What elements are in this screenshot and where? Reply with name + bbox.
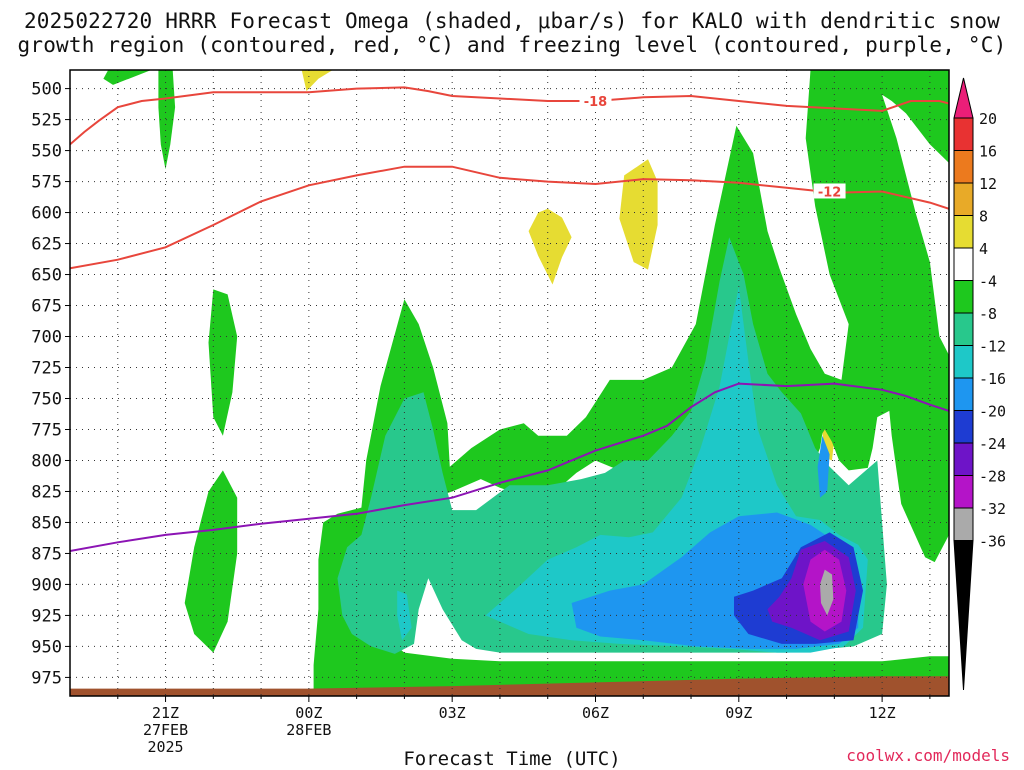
x-tick-label: 06Z (582, 704, 609, 722)
chart-title-line-2: growth region (contoured, red, °C) and f… (17, 33, 1007, 57)
y-tick-label: 950 (31, 637, 62, 657)
colorbar-bottom-arrow (953, 540, 974, 691)
colorbar-segment (953, 117, 974, 151)
omega-region-neg4-8 (313, 70, 949, 690)
x-tick-label: 09Z (725, 704, 752, 722)
y-tick-label: 550 (31, 142, 62, 162)
colorbar-level-label: 8 (979, 208, 988, 226)
colorbar-segment (953, 150, 974, 184)
x-tick-label: 2025 (147, 738, 183, 756)
colorbar-segment (953, 215, 974, 249)
y-tick-label: 625 (31, 235, 62, 255)
colorbar-level-label: 4 (979, 240, 988, 258)
colorbar-level-label: -24 (979, 435, 1006, 453)
omega-region-neg4-5 (103, 70, 152, 85)
colorbar-segment (953, 475, 974, 509)
omega-region-neg32-17 (820, 569, 834, 616)
y-tick-label: 500 (31, 80, 62, 100)
x-tick-label: 21Z (152, 704, 179, 722)
x-tick-label: 12Z (869, 704, 896, 722)
y-tick-label: 925 (31, 606, 62, 626)
colorbar-segment (953, 507, 974, 541)
y-tick-label: 700 (31, 328, 62, 348)
colorbar-level-label: -4 (979, 273, 997, 291)
x-tick-label: 28FEB (286, 721, 331, 739)
y-tick-label: 875 (31, 544, 62, 564)
colorbar-level-label: -32 (979, 500, 1006, 518)
colorbar-level-label: -16 (979, 370, 1006, 388)
colorbar-level-label: 12 (979, 175, 997, 193)
y-tick-label: 850 (31, 513, 62, 533)
colorbar-segment (953, 247, 974, 281)
omega-region-neg12-11 (397, 590, 412, 641)
colorbar-segment (953, 410, 974, 444)
dgz-contour-0 (70, 86, 949, 146)
contour-label: -12 (818, 185, 842, 200)
x-axis-label: Forecast Time (UTC) (403, 748, 621, 770)
colorbar-segment (953, 182, 974, 216)
colorbar-level-label: -8 (979, 305, 997, 323)
y-tick-label: 900 (31, 575, 62, 595)
colorbar-level-label: 20 (979, 110, 997, 128)
y-tick-label: 525 (31, 111, 62, 131)
colorbar-segment (953, 377, 974, 411)
colorbar-level-label: -12 (979, 338, 1006, 356)
y-tick-label: 725 (31, 359, 62, 379)
x-tick-label: 27FEB (143, 721, 188, 739)
x-tick-label: 00Z (295, 704, 322, 722)
y-tick-label: 650 (31, 266, 62, 286)
colorbar-segment (953, 442, 974, 476)
plot-frame (69, 69, 950, 697)
y-tick-label: 975 (31, 668, 62, 688)
omega-region-4-1 (528, 208, 572, 285)
contour-layer: -18 -12 (70, 86, 949, 552)
chart-title-line-1: 2025022720 HRRR Forecast Omega (shaded, … (23, 9, 1001, 33)
axis-layer: 500 525 550 575 600 625 650 675 700 725 750 775 800 8… (31, 69, 950, 756)
colorbar-segment (953, 312, 974, 346)
y-tick-label: 775 (31, 420, 62, 440)
contour-label: -18 (584, 95, 608, 110)
omega-region-neg4-7 (184, 470, 238, 653)
omega-region-neg4-6 (208, 289, 238, 436)
contour-label-bg (813, 183, 846, 199)
omega-shading-layer (70, 70, 949, 696)
omega-region-4-0 (301, 70, 333, 92)
colorbar-top-arrow (953, 77, 974, 119)
omega-region-neg16-13 (817, 435, 830, 498)
colorbar-level-label: -28 (979, 468, 1006, 486)
colorbar: 20 16 12 8 4 -4 -8 -12 -16 -20 -24 -28 -32 -36 (953, 77, 1006, 691)
y-tick-label: 600 (31, 204, 62, 224)
y-tick-label: 800 (31, 451, 62, 471)
y-tick-label: 825 (31, 482, 62, 502)
colorbar-segment (953, 345, 974, 379)
colorbar-level-label: -36 (979, 533, 1006, 551)
colorbar-level-label: 16 (979, 143, 997, 161)
colorbar-level-label: -20 (979, 403, 1006, 421)
credit-link[interactable]: coolwx.com/models (846, 746, 1010, 765)
colorbar-segment (953, 280, 974, 314)
terrain-strip (70, 676, 949, 696)
omega-region-4-2 (619, 159, 658, 270)
grid-layer (70, 70, 949, 696)
y-tick-label: 750 (31, 389, 62, 409)
x-tick-label: 03Z (439, 704, 466, 722)
freezing-level-contour (70, 382, 949, 552)
y-tick-label: 575 (31, 173, 62, 193)
contour-label-bg (579, 92, 612, 108)
y-tick-label: 675 (31, 297, 62, 317)
